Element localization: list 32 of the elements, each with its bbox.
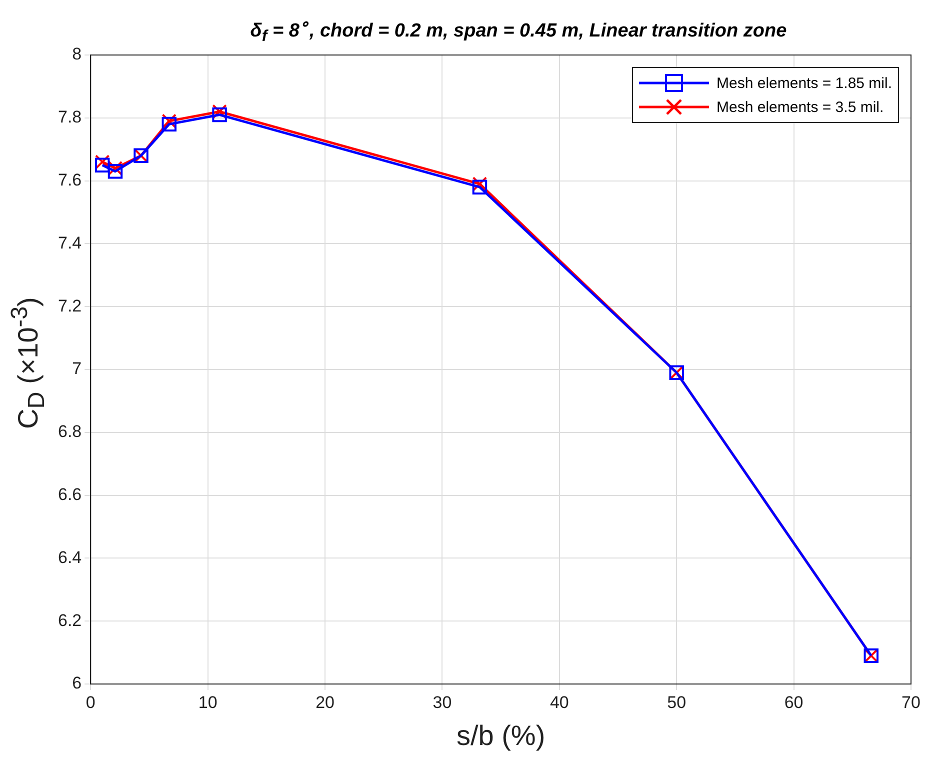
point <box>108 164 123 179</box>
x-tick-label: 30 <box>432 692 452 712</box>
point <box>108 160 123 176</box>
y-tick-label: 7.8 <box>58 108 82 127</box>
point <box>472 180 488 194</box>
y-tick-label: 6.4 <box>58 548 82 567</box>
x-tick-label: 70 <box>902 692 920 712</box>
y-tick-label: 6 <box>72 674 82 693</box>
point <box>94 154 110 170</box>
x-tick-label: 10 <box>198 692 218 712</box>
point <box>162 114 177 128</box>
x-axis-title: s/b (%) <box>456 720 546 751</box>
legend-label: Mesh elements = 1.85 mil. <box>716 74 892 92</box>
point <box>162 116 177 132</box>
x-tick-label: 0 <box>86 692 96 712</box>
legend-label: Mesh elements = 3.5 mil. <box>716 98 884 116</box>
y-tick-label: 8 <box>72 44 82 64</box>
x-tick-label: 20 <box>316 692 334 712</box>
point <box>94 158 110 172</box>
x-tick-label: 50 <box>667 692 686 712</box>
chart-title: δ$_{f}$ = 8$^{∘}$, chord = 0.2 m, span = 0.45 m, Linear transition zone <box>249 15 788 46</box>
y-tick-label: 6.2 <box>58 610 82 630</box>
y-tick-label: 7 <box>72 359 82 378</box>
y-tick-label: 7.6 <box>58 170 82 190</box>
point <box>212 107 227 122</box>
y-tick-label: 6.6 <box>58 484 82 504</box>
point <box>472 176 488 192</box>
x-tick-label: 40 <box>550 692 569 712</box>
y-tick-label: 6.8 <box>58 422 82 442</box>
x-tick-label: 60 <box>784 692 804 712</box>
y-tick-label: 7.2 <box>58 296 82 316</box>
y-tick-label: 7.4 <box>58 233 82 252</box>
